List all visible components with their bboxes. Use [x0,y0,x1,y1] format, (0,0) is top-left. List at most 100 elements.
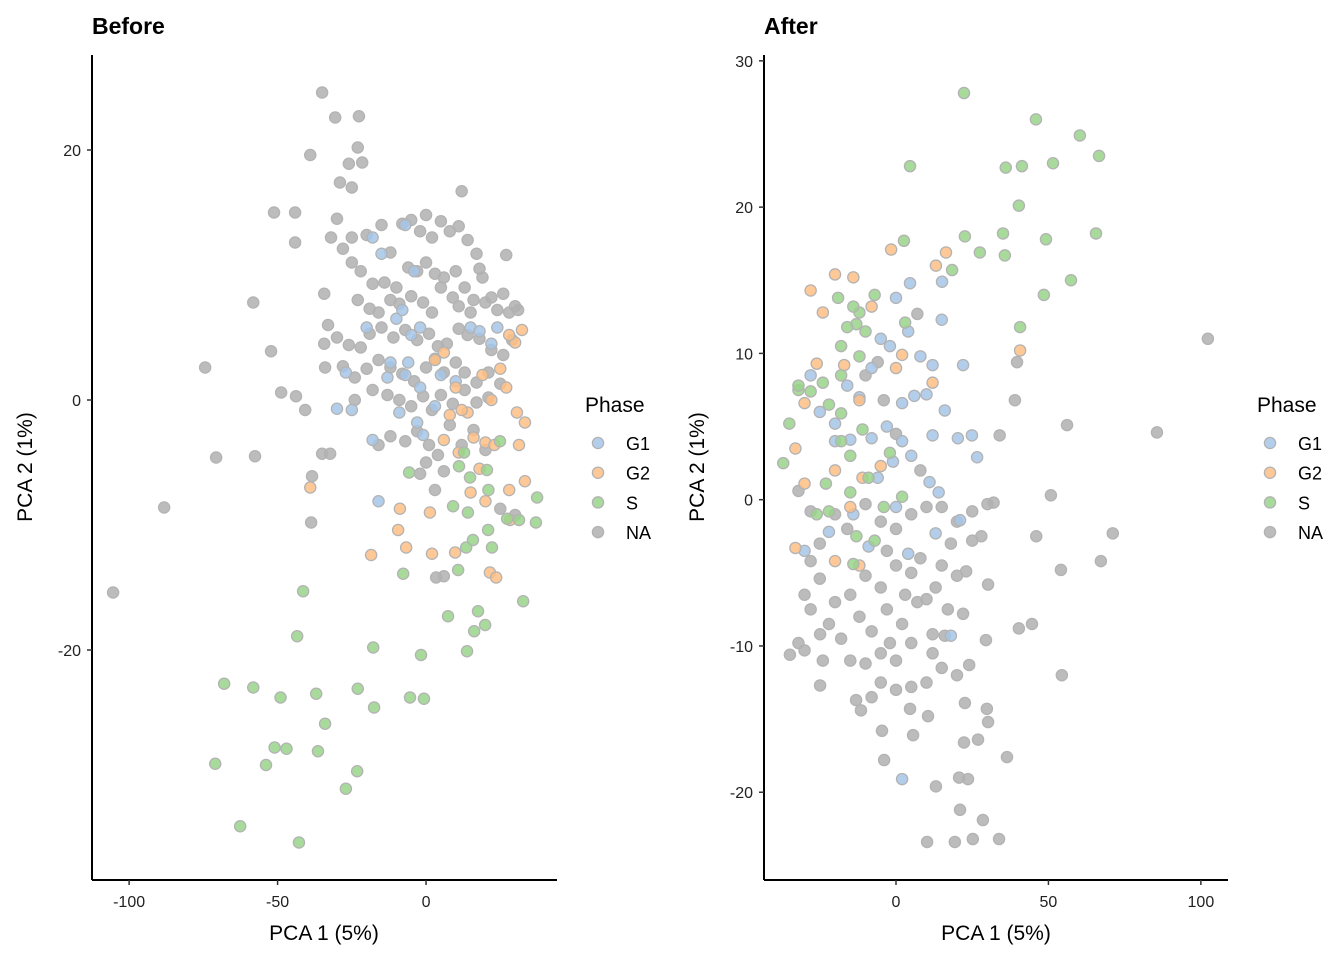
point-na [904,680,918,694]
point-g1 [914,350,927,363]
point-na [840,522,854,536]
point-na [315,447,329,460]
legend-swatch [1263,466,1277,479]
point-na [434,214,448,228]
point-na [1029,530,1043,543]
point-na [452,299,465,313]
point-s [446,499,460,513]
point-s [296,585,310,598]
point-s [804,385,817,398]
point-na [264,344,278,358]
point-na [828,595,842,609]
point-s [783,417,796,430]
point-na [874,647,888,660]
point-g2 [364,548,378,562]
point-na [157,501,171,514]
point-g1 [951,431,965,445]
panel-title: Before [92,13,165,39]
point-g2 [798,396,811,410]
point-na [926,647,939,660]
point-g2 [929,259,943,272]
point-g2 [489,571,503,584]
point-g1 [360,321,373,334]
point-s [478,618,492,632]
point-na [342,157,356,170]
point-na [859,657,872,670]
point-s [998,249,1012,262]
point-na [976,813,990,827]
point-na [106,586,120,599]
point-s [246,681,260,694]
point-g2 [816,306,830,319]
point-s [856,423,869,436]
point-g2 [494,362,507,375]
point-s [1013,320,1027,334]
point-na [1094,554,1108,568]
point-g1 [895,434,909,448]
point-g2 [874,459,888,473]
point-na [822,617,836,631]
point-na [413,467,427,480]
point-g2 [828,554,842,568]
point-g1 [908,389,921,403]
point-na [904,636,918,650]
legend-item-g1: G1 [591,434,650,454]
point-s [822,398,836,411]
point-g2 [443,408,457,422]
point-na [476,271,489,284]
point-g1 [920,388,933,401]
point-na [428,483,442,497]
point-g1 [330,402,344,415]
point-s [883,446,897,460]
point-s [810,508,823,521]
point-g2 [391,523,405,537]
legend-label: NA [1298,523,1323,543]
point-g2 [828,464,842,477]
point-s [834,339,848,353]
point-na [920,835,934,849]
point-na [298,403,312,417]
point-s [366,641,380,654]
point-g1 [366,231,379,244]
point-g2 [502,328,516,342]
point-na [437,464,451,478]
point-na [849,693,863,707]
point-na [1025,617,1039,631]
point-g2 [939,246,953,259]
point-g1 [401,356,415,369]
point-na [956,607,970,621]
point-na [813,572,827,585]
point-na [351,293,365,307]
point-na [419,256,433,269]
point-na [497,287,510,300]
point-g2 [865,300,878,313]
point-na [1012,622,1026,635]
point-g2 [510,406,524,419]
point-na [1044,489,1058,502]
point-g1 [434,368,448,382]
point-s [311,745,325,758]
point-na [950,668,964,682]
point-na [333,176,347,189]
point-na [434,388,448,402]
legend-swatch [1263,525,1277,539]
point-na [1055,668,1069,682]
point-g2 [895,348,909,362]
point-g2 [926,376,939,389]
point-g1 [895,396,909,410]
point-na [470,396,483,409]
point-na [352,110,366,123]
legend-label: G1 [626,434,650,454]
point-g1 [375,247,388,260]
legend-swatch [591,466,605,479]
point-s [1089,227,1103,240]
point-na [904,566,918,580]
point-na [926,628,939,641]
point-na [783,648,797,661]
point-g1 [390,312,403,325]
point-s [367,701,381,714]
point-na [404,289,418,303]
point-g1 [428,399,442,413]
point-s [485,541,499,554]
point-na [980,702,994,716]
